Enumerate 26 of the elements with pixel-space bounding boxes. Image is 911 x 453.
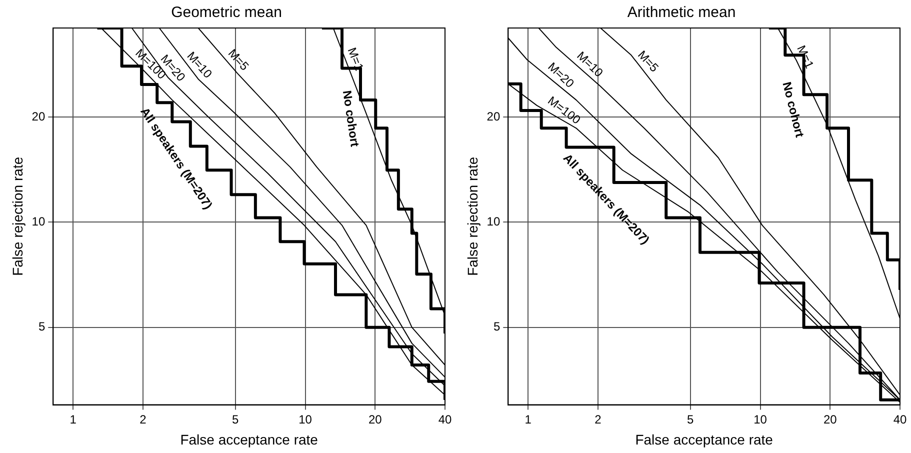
x-tick-label: 2 [594, 412, 602, 426]
chart-title: Geometric mean [171, 4, 282, 22]
x-tick-label: 40 [893, 412, 907, 426]
x-tick-label: 5 [232, 412, 240, 426]
y-tick-label: 10 [32, 214, 46, 229]
y-axis-title: False rejection rate [464, 156, 480, 276]
x-tick-label: 2 [140, 412, 147, 426]
y-tick-label: 10 [486, 214, 500, 229]
x-tick-label: 10 [298, 412, 312, 426]
x-tick-label: 10 [754, 412, 768, 426]
y-axis-title: False rejection rate [9, 156, 26, 276]
y-tick-label: 5 [493, 320, 500, 334]
y-tick-label: 20 [486, 109, 500, 124]
x-axis-title: False acceptance rate [635, 431, 774, 448]
x-tick-label: 1 [524, 412, 532, 426]
x-axis-title: False acceptance rate [180, 431, 318, 448]
x-tick-label: 40 [438, 412, 452, 426]
chart-title: Arithmetic mean [627, 4, 736, 22]
x-tick-label: 5 [687, 412, 694, 426]
x-tick-label: 20 [823, 412, 838, 426]
x-tick-label: 20 [368, 412, 382, 426]
text: No cohort [340, 89, 362, 148]
y-tick-label: 20 [32, 109, 46, 124]
y-tick-label: 5 [38, 320, 46, 334]
x-tick-label: 1 [70, 412, 77, 426]
text: No cohort [780, 80, 807, 139]
